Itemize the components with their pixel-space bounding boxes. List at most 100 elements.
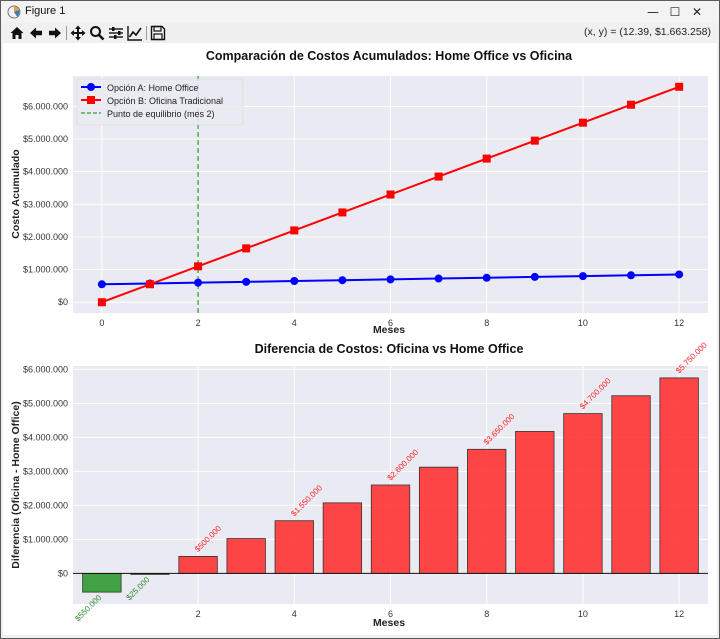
legend-marker-oficina xyxy=(87,96,95,104)
data-point-oficina xyxy=(675,82,684,91)
toolbar-separator xyxy=(146,26,147,40)
data-point-home-office xyxy=(338,276,347,285)
bar xyxy=(467,448,507,574)
x-tick-label: 6 xyxy=(388,609,393,619)
configure-subplots-icon[interactable] xyxy=(108,25,124,41)
y-tick-label: $0 xyxy=(58,568,68,578)
y-tick-label: $3.000.000 xyxy=(23,199,68,209)
cost-difference-chart: Diferencia de Costos: Oficina vs Home Of… xyxy=(10,340,709,629)
bar xyxy=(659,377,699,574)
y-tick-label: $6.000.000 xyxy=(23,101,68,111)
bar xyxy=(563,413,603,574)
data-point-oficina xyxy=(627,100,636,109)
figure-canvas[interactable]: Comparación de Costos Acumulados: Home O… xyxy=(3,43,717,635)
maximize-button[interactable]: ☐ xyxy=(669,5,681,19)
grid xyxy=(73,76,708,313)
data-point-oficina xyxy=(338,208,347,217)
bar xyxy=(418,466,459,574)
data-point-oficina xyxy=(530,136,539,145)
forward-icon[interactable] xyxy=(47,25,63,41)
x-tick-label: 2 xyxy=(196,609,201,619)
x-tick-label: 12 xyxy=(674,609,684,619)
data-point-oficina xyxy=(242,244,251,253)
y-axis-label: Costo Acumulado xyxy=(10,149,22,238)
data-point-home-office xyxy=(578,272,587,281)
data-point-home-office xyxy=(627,271,636,280)
data-point-oficina xyxy=(386,190,395,199)
bar xyxy=(370,484,411,574)
x-tick-label: 0 xyxy=(99,318,104,328)
bar xyxy=(322,502,363,574)
edit-axis-icon[interactable] xyxy=(127,25,143,41)
y-axis-ticks: $0 $1.000.000 $2.000.000 $3.000.000 $4.000.0… xyxy=(23,364,68,578)
legend-box xyxy=(76,78,244,126)
data-point-oficina xyxy=(482,154,491,163)
title-bar: Figure 1 — ☐ ✕ xyxy=(1,1,719,23)
y-axis-label: Diferencia (Oficina - Home Office) xyxy=(10,401,22,568)
cumulative-cost-chart: Comparación de Costos Acumulados: Home O… xyxy=(10,49,708,336)
y-tick-label: $5.000.000 xyxy=(23,134,68,144)
cursor-coordinates: (x, y) = (12.39, $1.663.258) xyxy=(584,26,711,38)
y-tick-label: $0 xyxy=(58,297,68,307)
x-axis-label: Meses xyxy=(373,617,405,629)
y-tick-label: $5.000.000 xyxy=(23,398,68,408)
bar xyxy=(178,556,218,574)
pan-icon[interactable] xyxy=(70,25,86,41)
x-tick-label: 12 xyxy=(674,318,684,328)
data-point-home-office xyxy=(242,277,251,286)
matplotlib-icon xyxy=(7,5,21,19)
data-point-home-office xyxy=(97,280,106,289)
close-button[interactable]: ✕ xyxy=(691,5,703,19)
data-point-oficina xyxy=(578,118,587,127)
y-tick-label: $4.000.000 xyxy=(23,432,68,442)
data-point-oficina xyxy=(97,298,106,307)
data-point-home-office xyxy=(386,275,395,284)
bar xyxy=(515,431,555,574)
back-icon[interactable] xyxy=(28,25,44,41)
series-lines xyxy=(97,82,684,307)
bar xyxy=(82,573,122,593)
data-point-home-office xyxy=(482,273,491,282)
save-icon[interactable] xyxy=(150,25,166,41)
bar xyxy=(226,538,266,574)
x-tick-label: 10 xyxy=(578,318,588,328)
x-tick-label: 4 xyxy=(292,318,297,328)
x-tick-label: 8 xyxy=(484,609,489,619)
legend-marker-home-office xyxy=(87,83,95,91)
y-tick-label: $3.000.000 xyxy=(23,466,68,476)
x-tick-label: 10 xyxy=(578,609,588,619)
legend-label-home-office: Opción A: Home Office xyxy=(107,83,198,93)
minimize-button[interactable]: — xyxy=(647,5,659,19)
x-axis-ticks: 0 2 4 6 8 10 12 xyxy=(99,318,684,328)
y-axis-ticks: $0 $1.000.000 $2.000.000 $3.000.000 $4.000.0… xyxy=(23,101,68,307)
data-point-oficina xyxy=(434,172,443,181)
data-point-home-office xyxy=(675,270,684,279)
home-icon[interactable] xyxy=(9,25,25,41)
data-point-home-office xyxy=(194,278,203,287)
x-tick-label: 8 xyxy=(484,318,489,328)
toolbar-separator xyxy=(66,26,67,40)
data-point-home-office xyxy=(434,274,443,283)
y-tick-label: $2.000.000 xyxy=(23,232,68,242)
chart-title: Comparación de Costos Acumulados: Home O… xyxy=(206,49,573,63)
legend: Opción A: Home Office Opción B: Oficina … xyxy=(76,78,244,126)
window-title: Figure 1 xyxy=(25,5,66,17)
zoom-icon[interactable] xyxy=(89,25,105,41)
y-tick-label: $2.000.000 xyxy=(23,500,68,510)
data-point-oficina xyxy=(145,280,154,289)
data-point-oficina xyxy=(194,262,203,271)
y-tick-label: $1.000.000 xyxy=(23,534,68,544)
data-point-home-office xyxy=(530,272,539,281)
x-tick-label: 4 xyxy=(292,609,297,619)
x-axis-ticks: 2 4 6 8 10 12 xyxy=(196,609,685,619)
legend-label-oficina: Opción B: Oficina Tradicional xyxy=(107,96,223,106)
data-point-oficina xyxy=(290,226,299,235)
bar xyxy=(274,520,314,574)
x-tick-label: 6 xyxy=(388,318,393,328)
bars xyxy=(82,377,699,593)
legend-label-breakeven: Punto de equilibrio (mes 2) xyxy=(107,109,215,119)
x-axis-label: Meses xyxy=(373,324,405,336)
y-tick-label: $6.000.000 xyxy=(23,364,68,374)
navigation-toolbar: (x, y) = (12.39, $1.663.258) xyxy=(1,23,719,43)
